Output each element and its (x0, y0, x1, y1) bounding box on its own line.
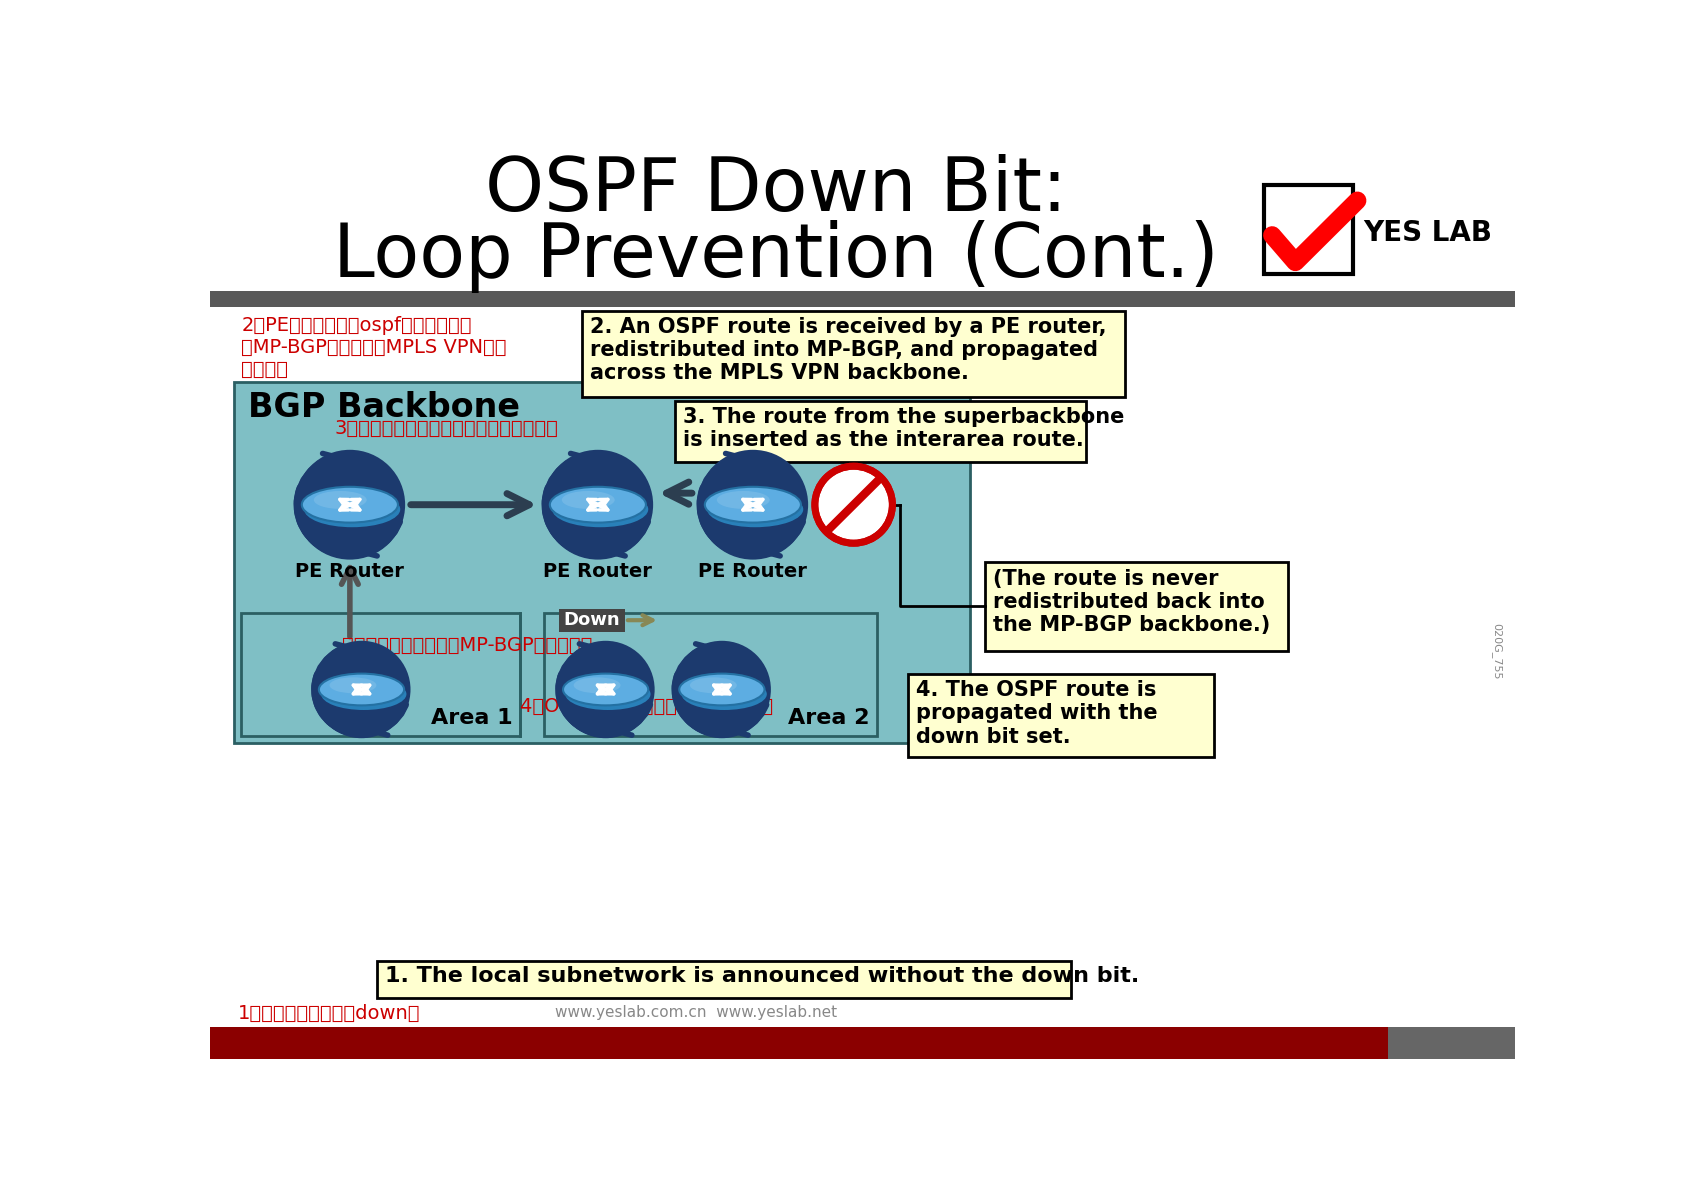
Ellipse shape (673, 640, 770, 738)
Ellipse shape (706, 491, 802, 527)
Ellipse shape (705, 487, 801, 522)
Ellipse shape (681, 678, 767, 710)
Text: (The route is never
redistributed back into
the MP-BGP backbone.): (The route is never redistributed back i… (992, 569, 1270, 635)
Text: PE Router: PE Router (296, 563, 404, 582)
Ellipse shape (313, 640, 410, 738)
Bar (543, 613, 876, 735)
Text: Down: Down (563, 612, 619, 630)
Text: 4、OSPF路由传播时带有down bit。: 4、OSPF路由传播时带有down bit。 (520, 697, 774, 716)
Bar (582, 311, 1124, 397)
Bar (558, 608, 624, 632)
Text: 020G_755: 020G_755 (1490, 622, 1502, 679)
Text: 1、宣布本地子网没有down位: 1、宣布本地子网没有down位 (237, 1003, 420, 1022)
Ellipse shape (574, 677, 621, 694)
Ellipse shape (717, 491, 769, 509)
Bar (377, 962, 1070, 998)
Ellipse shape (550, 487, 646, 522)
Text: 4. The OSPF route is
propagated with the
down bit set.: 4. The OSPF route is propagated with the… (915, 681, 1157, 746)
Bar (674, 401, 1085, 463)
Text: PE Router: PE Router (698, 563, 807, 582)
Bar (241, 613, 520, 735)
Text: PE Router: PE Router (543, 563, 653, 582)
Text: 2、PE路由器接收到ospf路由，重新分
配MP-BGP中，并通过MPLS VPN骨干
网传播。: 2、PE路由器接收到ospf路由，重新分 配MP-BGP中，并通过MPLS VP… (241, 317, 506, 380)
Ellipse shape (301, 487, 397, 522)
Ellipse shape (313, 491, 367, 509)
Text: 3. The route from the superbackbone
is inserted as the interarea route.: 3. The route from the superbackbone is i… (683, 407, 1124, 450)
Text: www.yeslab.com.cn  www.yeslab.net: www.yeslab.com.cn www.yeslab.net (555, 1006, 838, 1020)
Ellipse shape (690, 677, 737, 694)
Bar (984, 563, 1287, 651)
Ellipse shape (562, 491, 614, 509)
Text: BGP Backbone: BGP Backbone (247, 390, 520, 424)
Ellipse shape (563, 674, 648, 706)
Text: 1. The local subnetwork is announced without the down bit.: 1. The local subnetwork is announced wit… (385, 966, 1139, 987)
Ellipse shape (552, 491, 648, 527)
Ellipse shape (557, 640, 654, 738)
Text: OSPF Down Bit:: OSPF Down Bit: (484, 154, 1066, 227)
Ellipse shape (304, 491, 400, 527)
Ellipse shape (318, 674, 404, 706)
Ellipse shape (680, 674, 764, 706)
Ellipse shape (698, 450, 807, 559)
Ellipse shape (330, 677, 377, 694)
Bar (210, 292, 1514, 307)
Bar (907, 674, 1213, 757)
Ellipse shape (542, 450, 653, 559)
Ellipse shape (321, 678, 407, 710)
Text: 路由永远不会重新分配MP-BGP骨干网中。: 路由永远不会重新分配MP-BGP骨干网中。 (341, 635, 592, 654)
Bar (1263, 186, 1352, 274)
Text: Loop Prevention (Cont.): Loop Prevention (Cont.) (333, 220, 1218, 293)
Circle shape (814, 466, 891, 543)
Text: Area 2: Area 2 (787, 708, 868, 728)
Ellipse shape (294, 450, 405, 559)
Text: 3、从超级主干的路由插入为区域间路由。: 3、从超级主干的路由插入为区域间路由。 (335, 419, 558, 438)
Ellipse shape (565, 678, 651, 710)
Bar (210, 1027, 1388, 1059)
Text: Area 1: Area 1 (431, 708, 513, 728)
Bar (234, 382, 969, 744)
Text: 2. An OSPF route is received by a PE router,
redistributed into MP-BGP, and prop: 2. An OSPF route is received by a PE rou… (590, 317, 1107, 383)
Bar (1388, 1027, 1514, 1059)
Text: YES LAB: YES LAB (1362, 219, 1490, 246)
